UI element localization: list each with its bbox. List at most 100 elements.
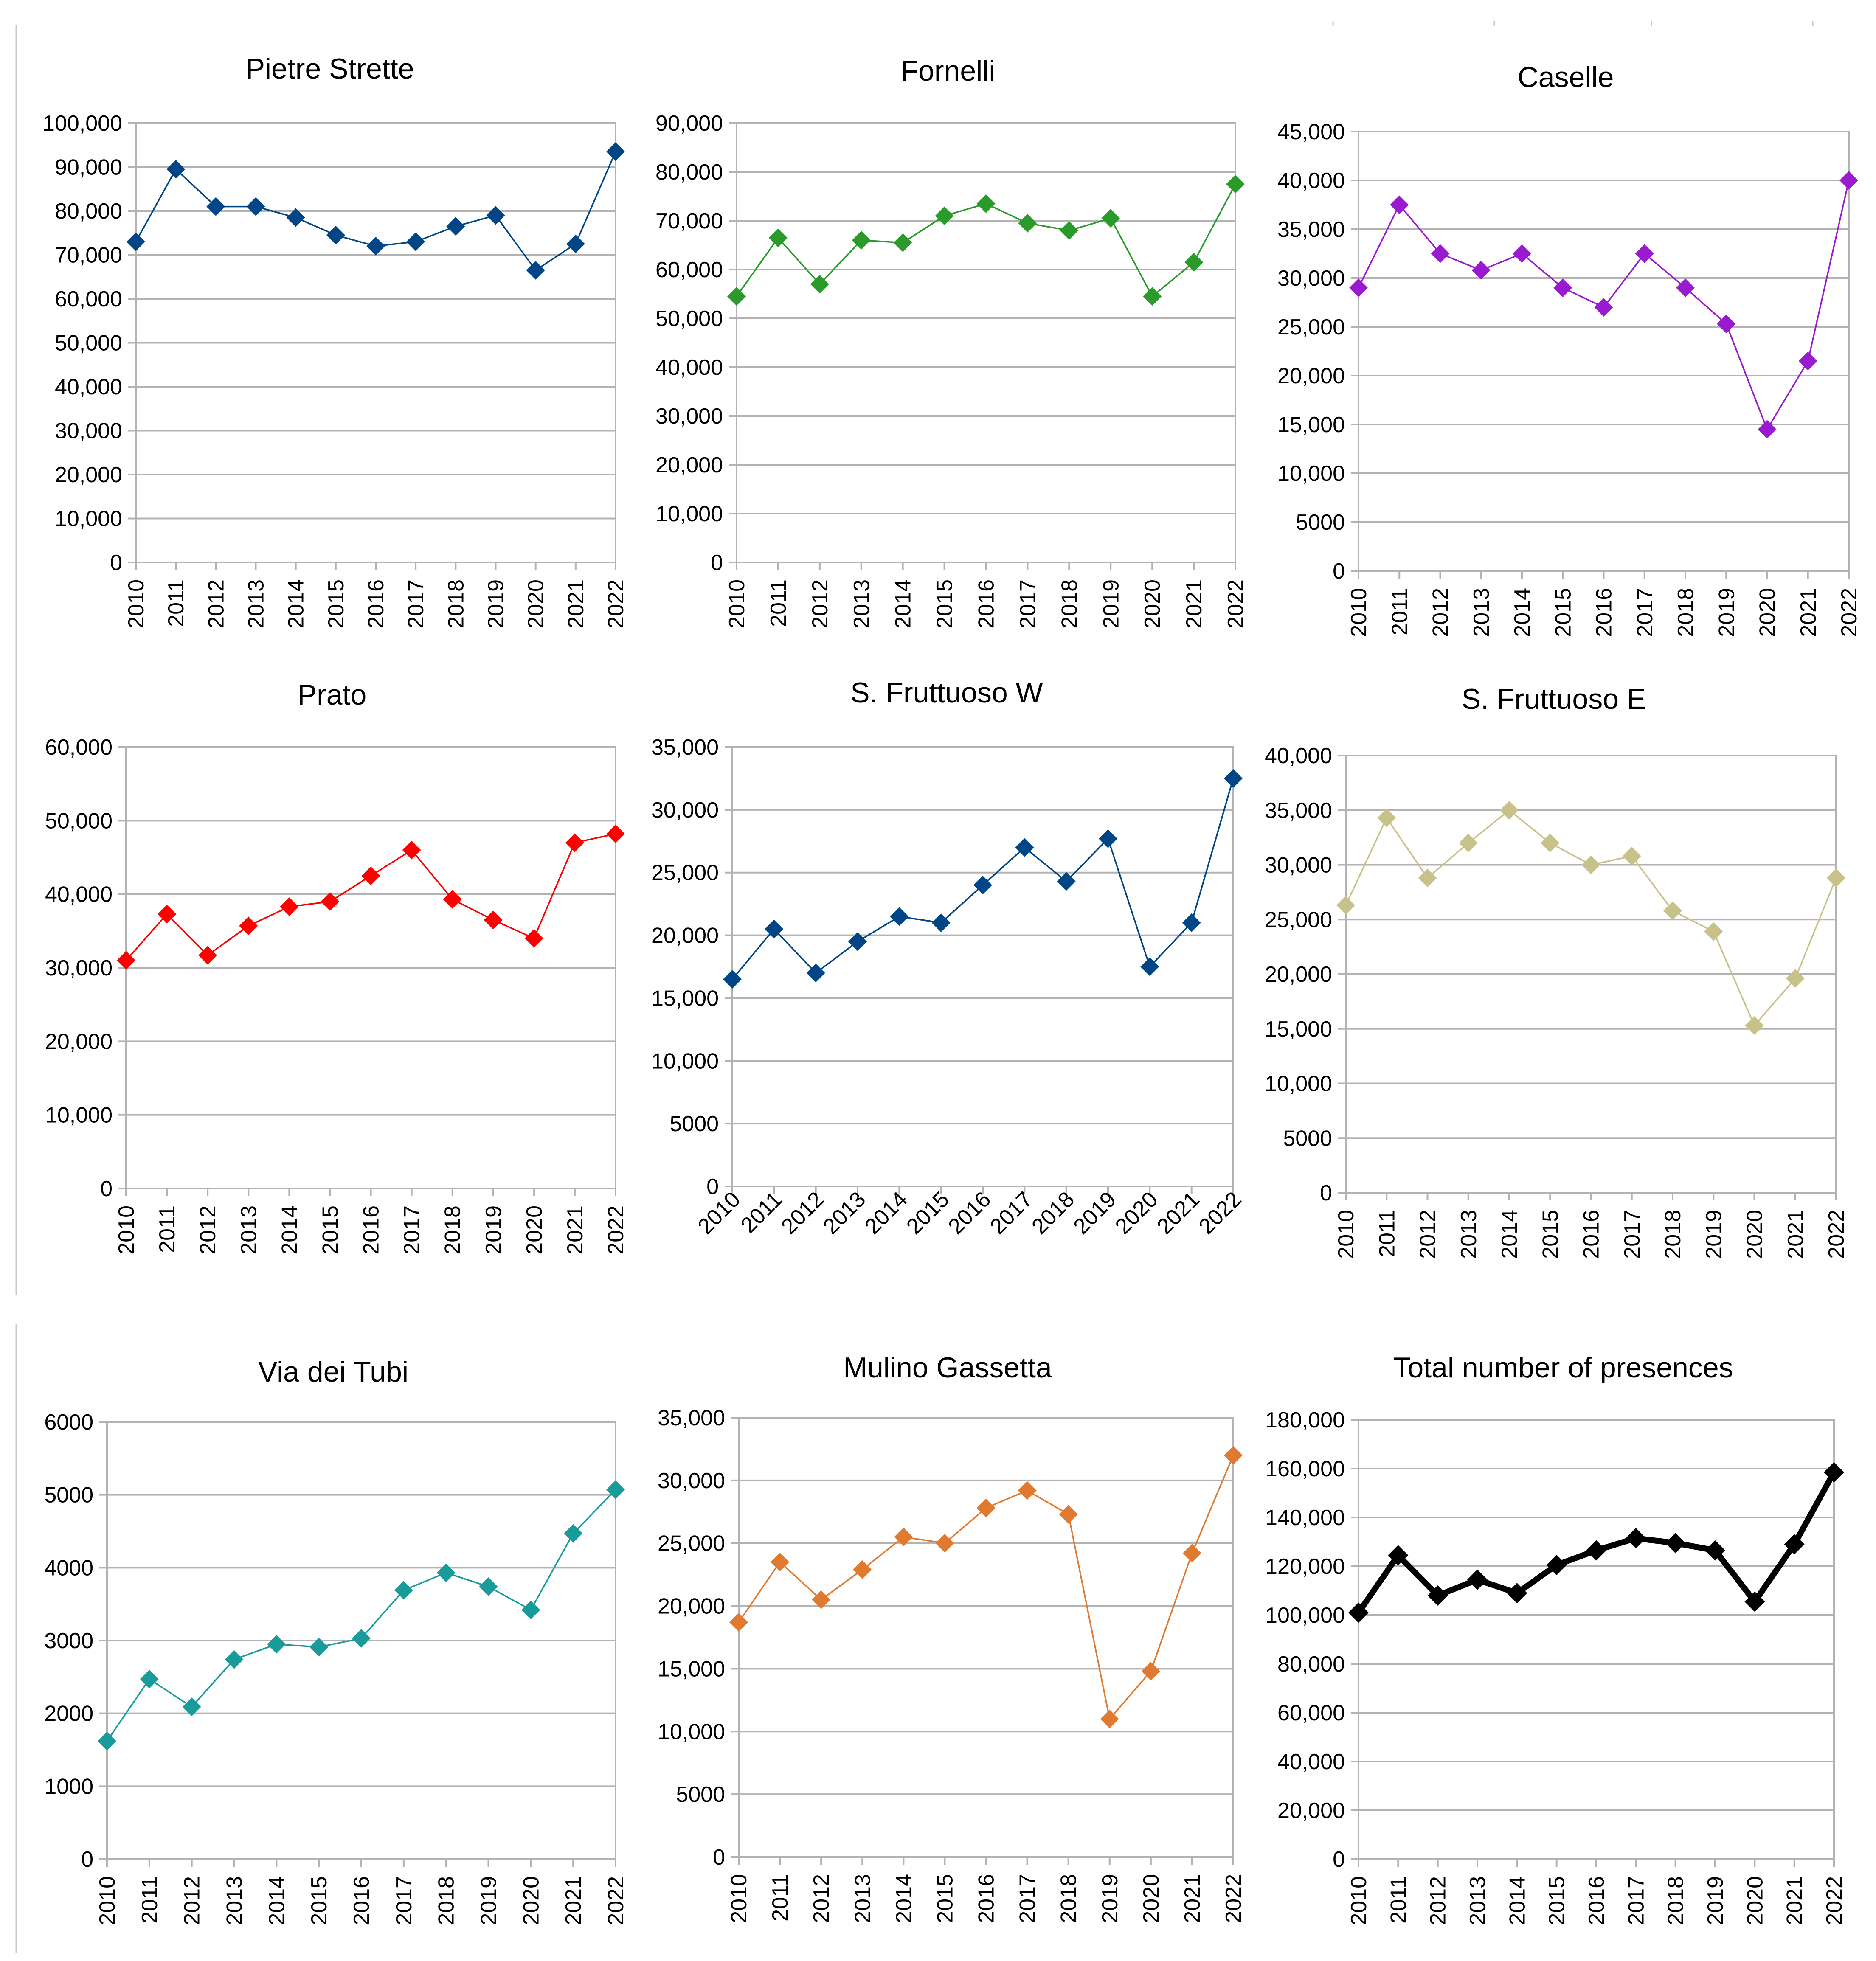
y-tick-label: 20,000: [658, 1594, 725, 1619]
y-tick-label: 0: [100, 1177, 113, 1201]
plot-area-frame: [736, 122, 1236, 563]
x-tick-label: 2019: [1098, 1874, 1122, 1923]
x-tick-label: 2021: [561, 1876, 586, 1925]
x-tick-label: 2020: [1139, 1874, 1164, 1923]
data-point-marker: [1704, 922, 1723, 941]
x-tick-label: 2020: [1140, 579, 1165, 629]
data-point-marker: [1182, 1544, 1201, 1563]
y-tick-label: 50,000: [45, 809, 113, 833]
y-tick-label: 100,000: [42, 111, 122, 136]
y-tick-label: 40,000: [45, 882, 113, 907]
x-tick-label: 2018: [434, 1876, 459, 1925]
x-tick-label: 2017: [985, 1187, 1038, 1239]
x-tick-label: 2014: [892, 1874, 916, 1923]
x-tick-label: 2015: [318, 1205, 343, 1255]
x-tick-label: 2011: [1387, 588, 1412, 635]
data-point-marker: [1622, 846, 1641, 865]
x-tick-label: 2022: [1837, 588, 1862, 637]
data-point-marker: [935, 206, 954, 225]
data-point-marker: [1717, 315, 1736, 334]
data-point-marker: [1827, 868, 1845, 888]
y-tick-label: 20,000: [1277, 364, 1345, 388]
data-point-marker: [309, 1638, 329, 1657]
data-point-marker: [166, 160, 186, 179]
series-line: [1345, 809, 1837, 1026]
data-point-marker: [1390, 195, 1409, 214]
y-tick-label: 5000: [669, 1112, 719, 1136]
x-tick-label: 2017: [1633, 588, 1657, 637]
y-tick-label: 10,000: [658, 1719, 725, 1744]
x-tick-label: 2013: [818, 1187, 871, 1239]
x-tick-label: 2015: [933, 1874, 957, 1923]
x-tick-label: 2013: [849, 579, 874, 629]
x-tick-label: 2011: [164, 579, 188, 627]
data-point-marker: [1786, 969, 1805, 988]
data-point-marker: [852, 231, 871, 250]
data-point-marker: [973, 876, 992, 895]
data-point-marker: [810, 275, 829, 294]
x-tick-label: 2016: [349, 1876, 374, 1925]
x-tick-label: 2016: [1579, 1210, 1604, 1259]
x-tick-label: 2017: [1620, 1210, 1645, 1259]
chart-panel: S. Fruttuoso E 0 5000 10,000 15,000 20,000 25,…: [1265, 683, 1849, 1259]
x-tick-label: 2012: [180, 1876, 205, 1925]
x-tick-label: 2015: [324, 579, 349, 629]
data-point-marker: [1676, 278, 1695, 297]
y-tick-label: 15,000: [658, 1657, 725, 1681]
data-point-marker: [1839, 171, 1858, 190]
x-tick-label: 2022: [1194, 1187, 1246, 1239]
data-point-marker: [524, 929, 543, 948]
x-tick-label: 2018: [444, 579, 468, 629]
data-point-marker: [1431, 244, 1450, 263]
x-tick-label: 2011: [766, 579, 791, 627]
x-tick-label: 2022: [604, 1205, 628, 1255]
x-tick-label: 2019: [1714, 588, 1739, 637]
y-tick-label: 5000: [1283, 1126, 1332, 1151]
data-point-marker: [606, 1480, 625, 1499]
plot-area-frame: [1358, 131, 1850, 572]
y-tick-label: 30,000: [658, 1469, 725, 1493]
data-point-marker: [1758, 420, 1777, 439]
x-tick-label: 2021: [1182, 579, 1207, 629]
chart-panel: S. Fruttuoso W 0 5000 10,000 15,000 20,000 25,…: [651, 677, 1246, 1239]
y-tick-label: 25,000: [651, 861, 719, 885]
data-point-marker: [436, 1563, 456, 1582]
series-line: [125, 833, 616, 961]
chart-title: Total number of presences: [1393, 1351, 1733, 1384]
data-point-marker: [1140, 957, 1159, 976]
x-tick-label: 2014: [1510, 588, 1535, 637]
data-point-marker: [1459, 834, 1478, 852]
x-tick-label: 2020: [1111, 1187, 1163, 1239]
y-tick-label: 60,000: [655, 258, 723, 282]
series-line: [738, 1455, 1234, 1720]
x-tick-label: 2017: [1015, 1874, 1040, 1923]
x-tick-label: 2011: [155, 1205, 180, 1253]
x-tick-label: 2017: [1624, 1876, 1648, 1925]
x-tick-label: 2010: [725, 579, 749, 629]
data-point-marker: [1581, 855, 1600, 874]
y-tick-label: 40,000: [1265, 744, 1332, 768]
data-point-marker: [1224, 769, 1243, 788]
chart-panel: Via dei Tubi 0 1000 2000 3000 4000 5000 6000 201…: [44, 1356, 628, 1925]
y-tick-label: 35,000: [651, 735, 719, 760]
data-point-marker: [1101, 209, 1120, 228]
y-tick-label: 0: [1333, 1847, 1345, 1872]
data-point-marker: [1388, 1545, 1409, 1566]
x-tick-label: 2012: [808, 579, 833, 629]
y-tick-label: 60,000: [55, 287, 122, 312]
y-tick-label: 100,000: [1265, 1603, 1345, 1628]
data-point-marker: [1099, 829, 1117, 848]
y-tick-label: 10,000: [1265, 1072, 1332, 1096]
data-point-marker: [1226, 174, 1245, 194]
y-tick-label: 35,000: [1277, 217, 1345, 242]
data-point-marker: [521, 1600, 540, 1619]
plot-area-frame: [738, 1417, 1234, 1858]
x-tick-label: 2019: [1702, 1210, 1726, 1259]
chart-panel: Caselle 0 5000 10,000 15,000 20,000 25,000 30,0…: [1277, 61, 1862, 637]
y-tick-label: 0: [713, 1845, 725, 1870]
data-point-marker: [484, 910, 503, 930]
y-tick-label: 140,000: [1265, 1506, 1345, 1530]
y-tick-label: 15,000: [651, 986, 719, 1011]
data-point-marker: [117, 951, 135, 970]
x-tick-label: 2011: [768, 1874, 793, 1922]
